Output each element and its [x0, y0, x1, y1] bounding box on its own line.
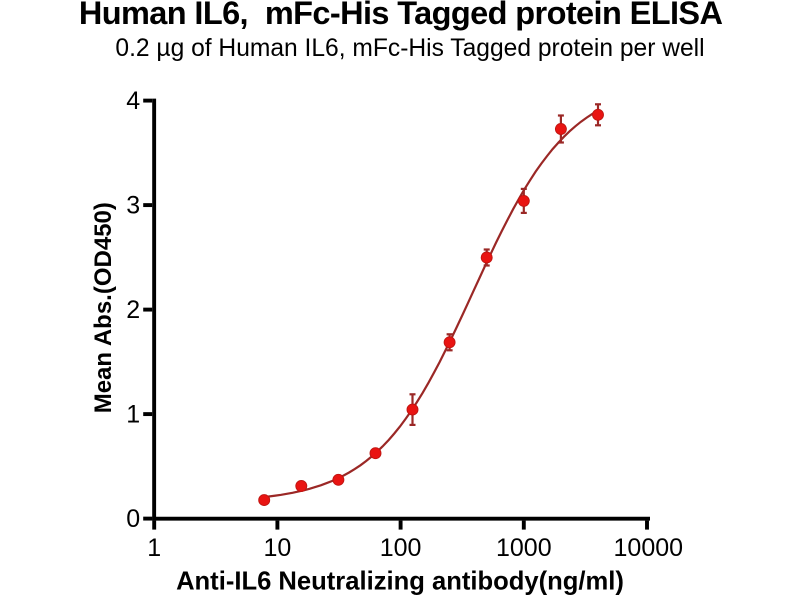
svg-text:10: 10	[263, 534, 291, 562]
svg-text:3: 3	[126, 192, 140, 220]
svg-text:4: 4	[126, 87, 140, 115]
svg-text:1: 1	[126, 401, 140, 429]
svg-text:Anti-IL6 Neutralizing antibody: Anti-IL6 Neutralizing antibody(ng/ml)	[176, 568, 624, 596]
svg-text:100: 100	[380, 534, 422, 562]
svg-text:1: 1	[147, 534, 161, 562]
svg-text:Human IL6, mFc-His Tagged pro: Human IL6, mFc-His Tagged protein ELISA	[79, 0, 723, 31]
svg-text:0.2 µg of Human IL6, mFc-His T: 0.2 µg of Human IL6, mFc-His Tagged prot…	[115, 35, 704, 62]
svg-text:Mean Abs.(OD450): Mean Abs.(OD450)	[90, 202, 117, 413]
svg-text:1000: 1000	[496, 534, 552, 562]
svg-text:10000: 10000	[614, 534, 684, 562]
svg-text:0: 0	[126, 505, 140, 533]
svg-text:2: 2	[126, 296, 140, 324]
